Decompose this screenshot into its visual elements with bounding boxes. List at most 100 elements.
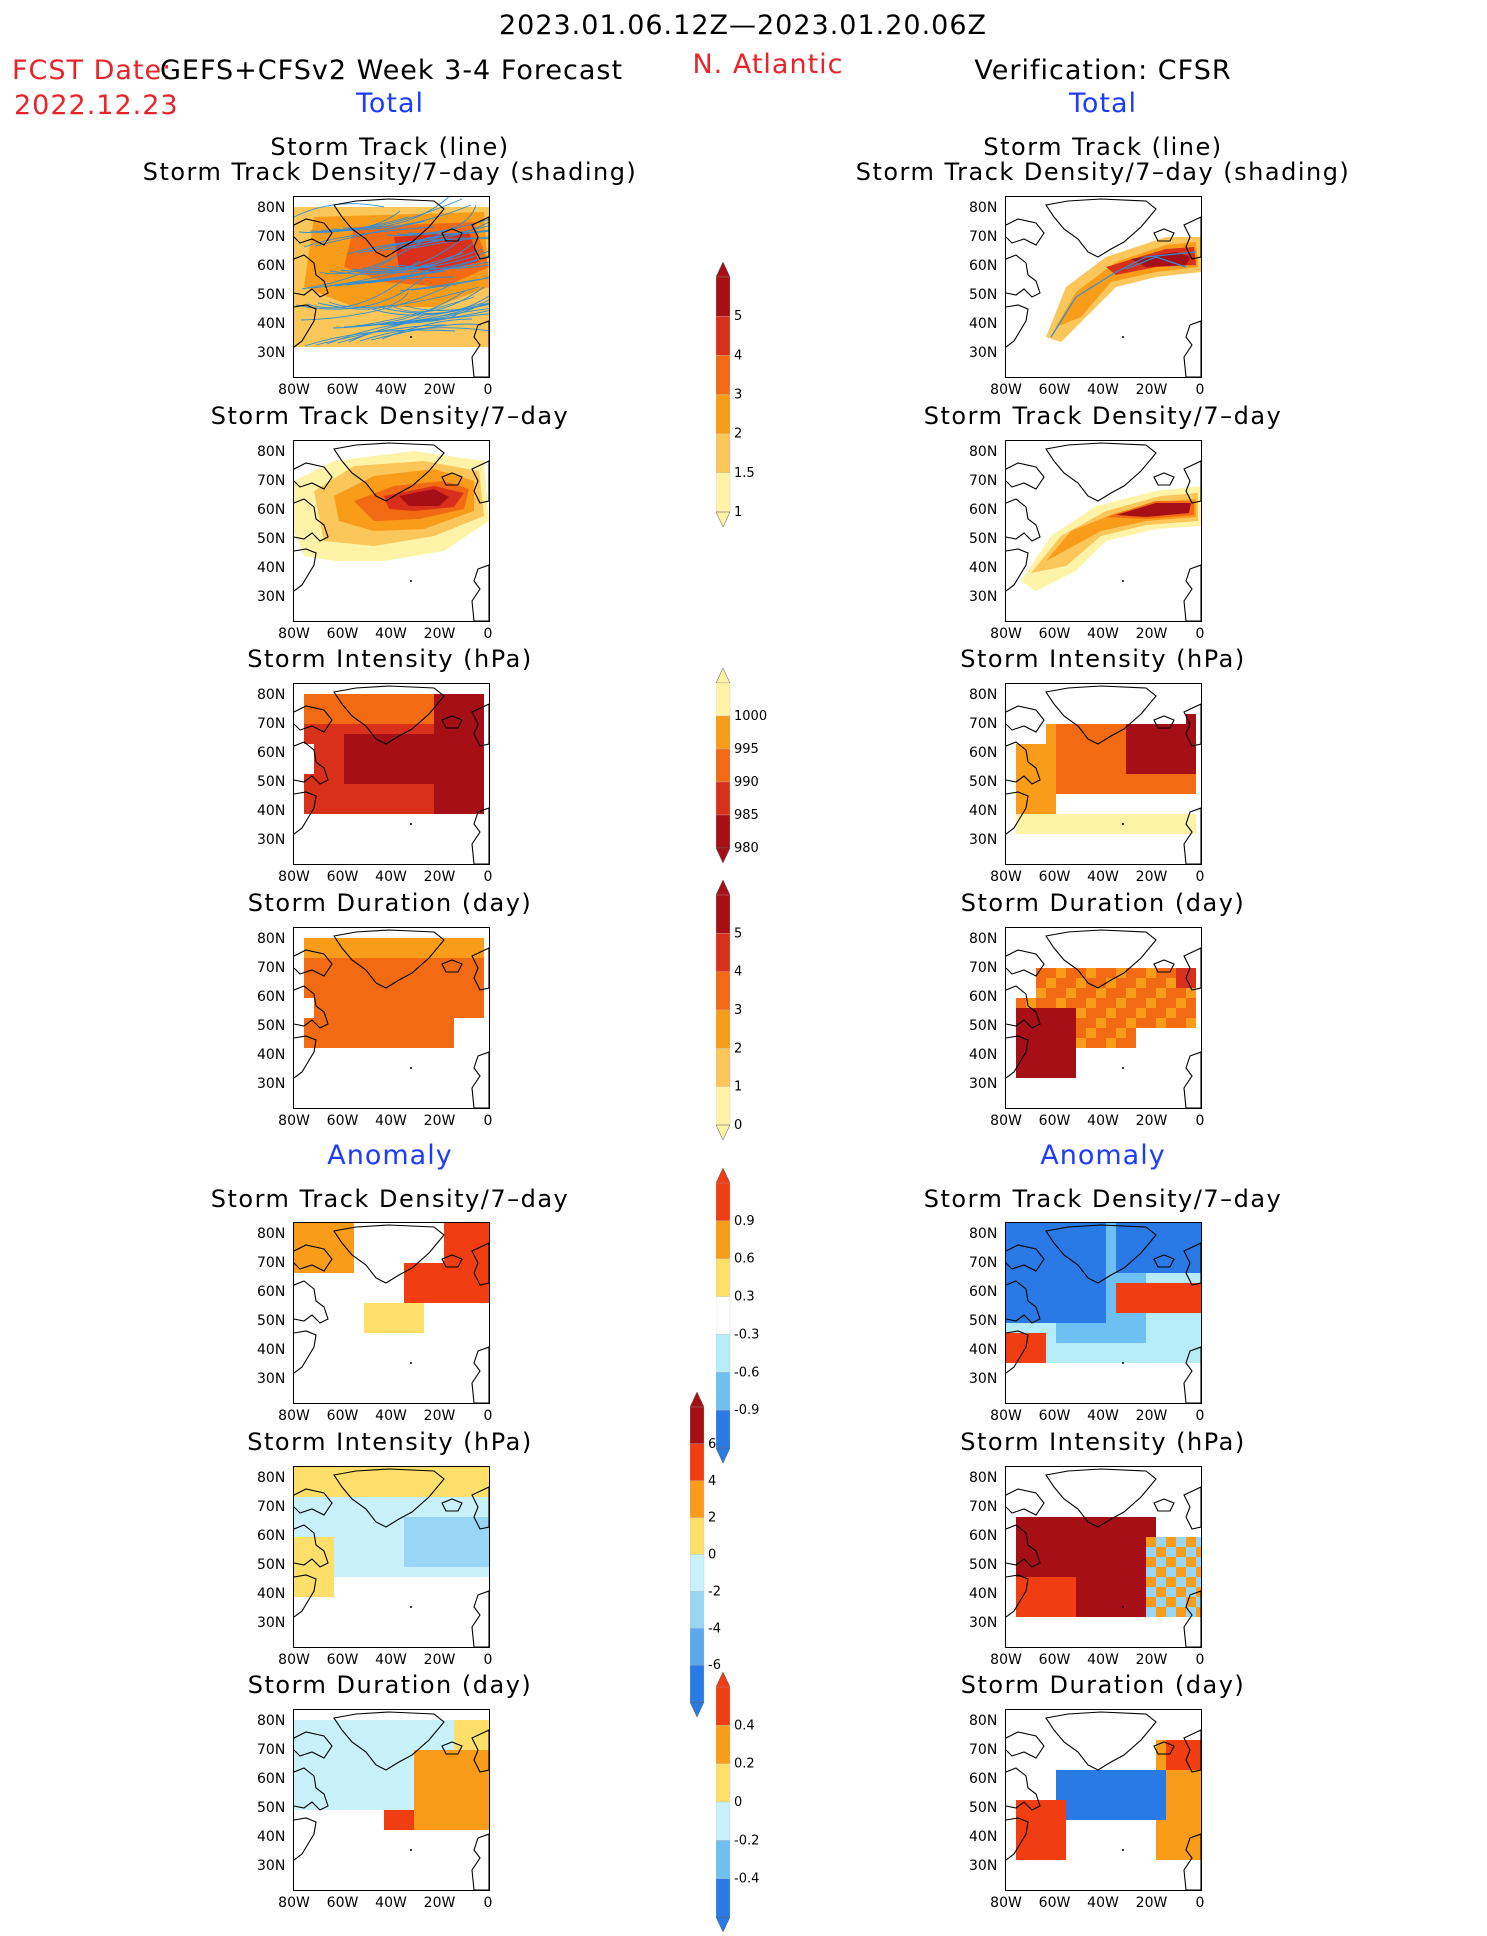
colorbar-swatch [689,1480,705,1518]
grid-cell [1136,1293,1146,1303]
grid-cell [1056,1527,1066,1537]
grid-cell [1016,824,1026,834]
grid-cell [394,754,404,764]
grid-cell [424,988,434,998]
coastline [1045,1224,1157,1284]
azores-dot [1122,1606,1124,1608]
grid-cell [404,1467,414,1477]
grid-cell [1086,1223,1096,1233]
lon-tick-label: 0 [1195,1408,1205,1424]
colorbar-label: 4 [734,965,742,980]
grid-cell [1096,1587,1106,1597]
grid-cell [1036,1587,1046,1597]
grid-cell [414,694,424,704]
grid-cell [424,948,434,958]
grid-cell [1076,1223,1086,1233]
grid-cell [384,744,394,754]
storm-track-line [329,260,421,275]
grid-cell [384,1760,394,1770]
grid-cell [1186,754,1196,764]
grid-cell [1016,1293,1026,1303]
grid-cell [294,1527,304,1537]
grid-cell [474,794,484,804]
grid-cell [1196,1557,1201,1567]
grid-cell [364,1557,374,1567]
grid-cell [384,1557,394,1567]
grid-cell [374,1467,384,1477]
grid-cell [1106,1323,1116,1333]
grid-cell [1166,724,1176,734]
grid-cell [464,1730,474,1740]
grid-cell [1166,1223,1176,1233]
grid-cell [1046,1018,1056,1028]
grid-cell [304,1223,314,1233]
storm-track-line [393,286,485,313]
grid-cell [314,1760,324,1770]
colorbar-label: -0.2 [734,1833,759,1848]
grid-cell [294,1517,304,1527]
grid-cell [1166,1233,1176,1243]
grid-cell [324,1740,334,1750]
grid-cell [1026,1303,1036,1313]
colorbar-label: 4 [708,1474,716,1489]
grid-cell [364,764,374,774]
grid-cell [414,978,424,988]
grid-cell [1116,1537,1126,1547]
grid-cell [1096,1557,1106,1567]
grid-cell [444,774,454,784]
grid-cell [304,784,314,794]
grid-cell [1046,1263,1056,1273]
coastline [1045,198,1157,258]
grid-cell [1196,1223,1201,1233]
lon-tick-label: 60W [1038,869,1071,885]
grid-cell [474,774,484,784]
grid-cell [1186,1850,1196,1860]
colorbar-arrow-top [715,1671,731,1688]
lon-tick-label: 40W [375,1652,407,1668]
grid-cell [1176,784,1186,794]
grid-cell [1066,1547,1076,1557]
grid-cell [1056,1567,1066,1577]
lat-tick-label: 50N [969,287,998,303]
grid-cell [1116,1273,1126,1283]
grid-cell [404,1038,414,1048]
grid-cell [1096,1810,1106,1820]
grid-cell [1176,1283,1186,1293]
colorbar-intensity-total: 1000 995 990 985 980 [715,667,796,867]
grid-cell [474,1720,484,1730]
grid-cell [364,754,374,764]
grid-cell [1166,1577,1176,1587]
grid-cell [384,1800,394,1810]
grid-cell [344,754,354,764]
grid-cell [1076,1567,1086,1577]
grid-cell [1096,1567,1106,1577]
grid-cell [1136,734,1146,744]
grid-cell [324,1720,334,1730]
grid-cell [1196,1273,1201,1283]
grid-cell [344,1517,354,1527]
grid-cell [304,734,314,744]
grid-cell [444,734,454,744]
grid-cell [354,1760,364,1770]
grid-cell [1146,1790,1156,1800]
grid-cell [374,1770,384,1780]
grid-cell [334,704,344,714]
grid-cell [474,1820,484,1830]
grid-cell [1196,1243,1201,1253]
grid-cell [334,1800,344,1810]
grid-cell [384,784,394,794]
grid-cell [1046,804,1056,814]
grid-cell [1066,1313,1076,1323]
grid-cell [1176,1800,1186,1810]
grid-cell [464,1233,474,1243]
grid-cell [1126,1293,1136,1303]
grid-cell [1196,1233,1201,1243]
shaded-region [1116,503,1191,517]
grid-cell [414,1008,424,1018]
grid-cell [434,1293,444,1303]
grid-cell [1016,1233,1026,1243]
grid-cell [324,988,334,998]
grid-cell [1056,1263,1066,1273]
grid-cell [1096,1323,1106,1333]
grid-cell [474,784,484,794]
